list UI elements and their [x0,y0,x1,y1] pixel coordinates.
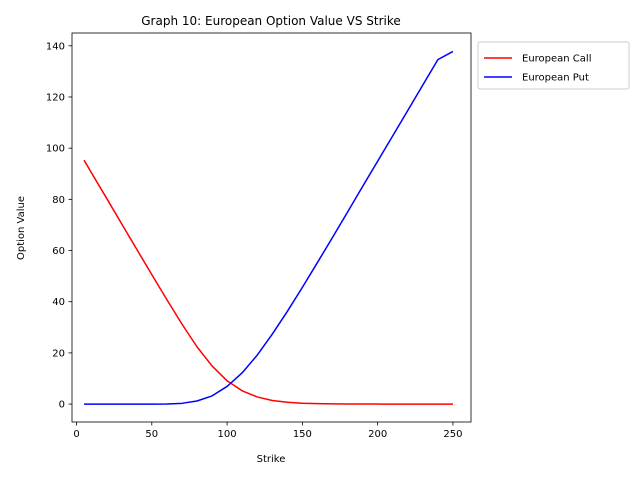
series-layer [83,50,454,405]
series-line-1 [84,50,454,405]
y-tick-label: 140 [46,41,65,52]
x-tick-label: 150 [293,429,312,440]
y-axis-label: Option Value [16,196,27,260]
x-tick-label: 50 [145,429,158,440]
x-tick-label: 0 [73,429,79,440]
y-tick-label: 120 [46,92,65,103]
legend-box [477,41,630,90]
x-tick-label: 100 [218,429,237,440]
x-tick-label: 200 [368,429,387,440]
y-tick-label: 100 [46,144,65,155]
y-tick-label: 60 [52,246,65,257]
series-line-0 [83,159,453,405]
x-tick-label: 250 [443,429,462,440]
legend-label-1: European Put [522,73,589,84]
legend-label-0: European Call [522,54,591,65]
legend: European Call European Put [477,41,630,90]
y-axis: 0 20 40 60 80 100 120 140 [46,41,72,411]
chart-title: Graph 10: European Option Value VS Strik… [141,14,401,28]
x-axis-label: Strike [257,454,286,465]
y-tick-label: 80 [52,195,65,206]
plot-frame [71,32,472,423]
y-tick-label: 40 [52,297,65,308]
x-axis: 0 50 100 150 200 250 [73,422,462,440]
y-tick-label: 0 [59,400,65,411]
y-tick-label: 20 [52,348,65,359]
